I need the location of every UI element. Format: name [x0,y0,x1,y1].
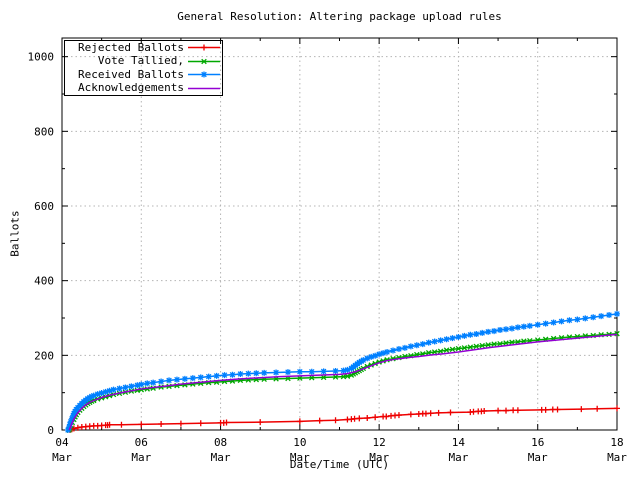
x-tick-label-month: Mar [528,451,548,464]
legend-label: Acknowledgements [78,81,184,95]
legend-label: Vote Tallied, [97,54,184,68]
y-tick-label: 600 [34,200,54,213]
series-line-acknowledgements [68,333,618,431]
series-line-vote-tallied [68,332,618,431]
x-tick-label-day: 12 [373,436,386,449]
y-tick-label: 1000 [28,51,55,64]
legend-label: Rejected Ballots [78,40,184,54]
x-tick-label-day: 14 [452,436,466,449]
x-tick-label-month: Mar [369,451,389,464]
x-tick-label-month: Mar [448,451,468,464]
series-acknowledgements [68,333,618,431]
series-vote-tallied [66,330,620,433]
legend-sample-line [186,68,222,81]
legend-item-acknowledgements: Acknowledgements [65,82,222,95]
legend-item-received-ballots: Received Ballots [65,68,222,81]
legend-sample-line [186,55,222,68]
series-line-rejected-ballots [69,407,618,431]
legend: Rejected Ballots Vote Tallied, Received … [64,40,223,96]
x-tick-label-day: 10 [293,436,306,449]
legend-item-vote-tallied: Vote Tallied, [65,55,222,68]
y-tick-label: 200 [34,349,54,362]
legend-item-rejected-ballots: Rejected Ballots [65,41,222,54]
x-tick-label-month: Mar [290,451,310,464]
x-axis-label: Date/Time (UTC) [289,458,390,471]
series-markers-vote-tallied [66,330,620,433]
y-tick-label: 400 [34,275,54,288]
x-tick-label-day: 18 [610,436,623,449]
x-tick-label-day: 16 [531,436,544,449]
series-markers-received-ballots [64,310,620,433]
x-tick-label-day: 08 [214,436,227,449]
axis-ticks [61,38,618,431]
x-tick-label-month: Mar [211,451,231,464]
x-tick-label-day: 06 [135,436,148,449]
series-rejected-ballots [66,405,620,433]
x-tick-label-month: Mar [607,451,627,464]
legend-sample-line [186,82,222,95]
chart-title: General Resolution: Altering package upl… [177,10,502,23]
x-tick-label-month: Mar [131,451,151,464]
x-tick-label-month: Mar [52,451,72,464]
y-tick-label: 0 [47,424,54,437]
legend-label: Received Ballots [78,67,184,81]
y-tick-label: 800 [34,125,54,138]
series-received-ballots [64,310,620,433]
tick-labels: 0 200 400 600 800 1000 04 Mar 06 Mar 08 Mar 10 Mar 12 M… [28,51,628,464]
x-tick-label-day: 04 [55,436,69,449]
legend-sample-line [186,41,222,54]
